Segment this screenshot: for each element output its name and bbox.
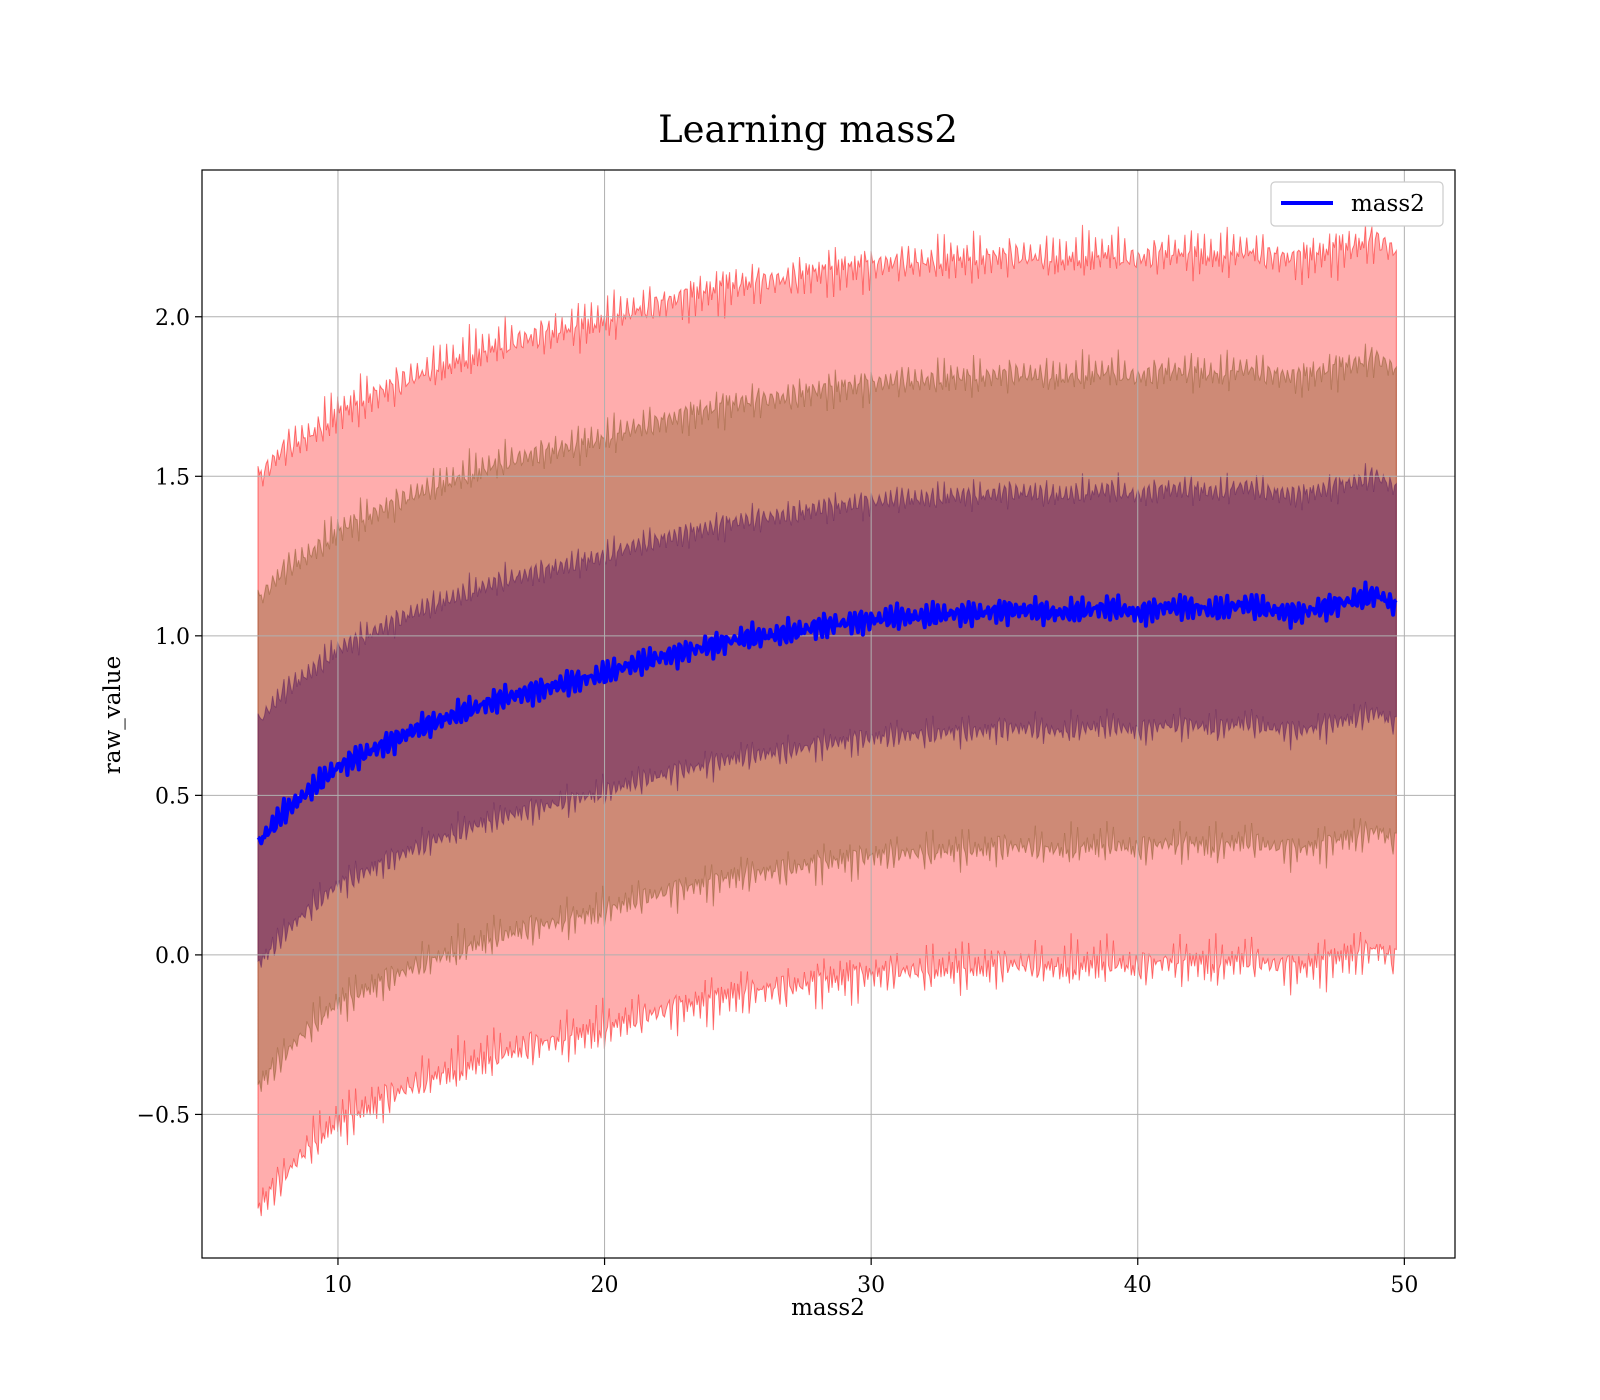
confidence-bands bbox=[257, 224, 1397, 1217]
legend: mass2 bbox=[1270, 181, 1444, 227]
y-axis-label: raw_value bbox=[100, 656, 126, 774]
y-tick-label-3: 1.0 bbox=[155, 625, 190, 650]
y-axis-ticks: −0.5 0.0 0.5 1.0 1.5 2.0 bbox=[137, 306, 202, 1128]
legend-box bbox=[1270, 181, 1444, 227]
y-tick-label-0: −0.5 bbox=[137, 1103, 190, 1128]
band-1-sigma bbox=[257, 463, 1397, 968]
plot-area bbox=[201, 169, 1456, 1259]
x-tick-label-4: 50 bbox=[1390, 1273, 1418, 1298]
y-tick-label-4: 1.5 bbox=[155, 465, 190, 490]
grid bbox=[202, 170, 1455, 1258]
plot-frame bbox=[201, 169, 1456, 1259]
mean-line-group bbox=[256, 580, 1398, 846]
y-tick-label-1: 0.0 bbox=[155, 944, 190, 969]
x-tick-label-0: 10 bbox=[324, 1273, 352, 1298]
x-axis-label: mass2 bbox=[791, 1295, 865, 1321]
x-tick-label-1: 20 bbox=[591, 1273, 619, 1298]
series-line-mass2 bbox=[256, 580, 1398, 846]
legend-label-mass2: mass2 bbox=[1351, 191, 1425, 217]
x-tick-label-2: 30 bbox=[857, 1273, 885, 1298]
x-axis-ticks: 10 20 30 40 50 bbox=[324, 1258, 1418, 1298]
x-tick-label-3: 40 bbox=[1124, 1273, 1152, 1298]
chart-title: Learning mass2 bbox=[658, 108, 958, 151]
y-tick-label-2: 0.5 bbox=[155, 784, 190, 809]
y-tick-label-5: 2.0 bbox=[155, 306, 190, 331]
